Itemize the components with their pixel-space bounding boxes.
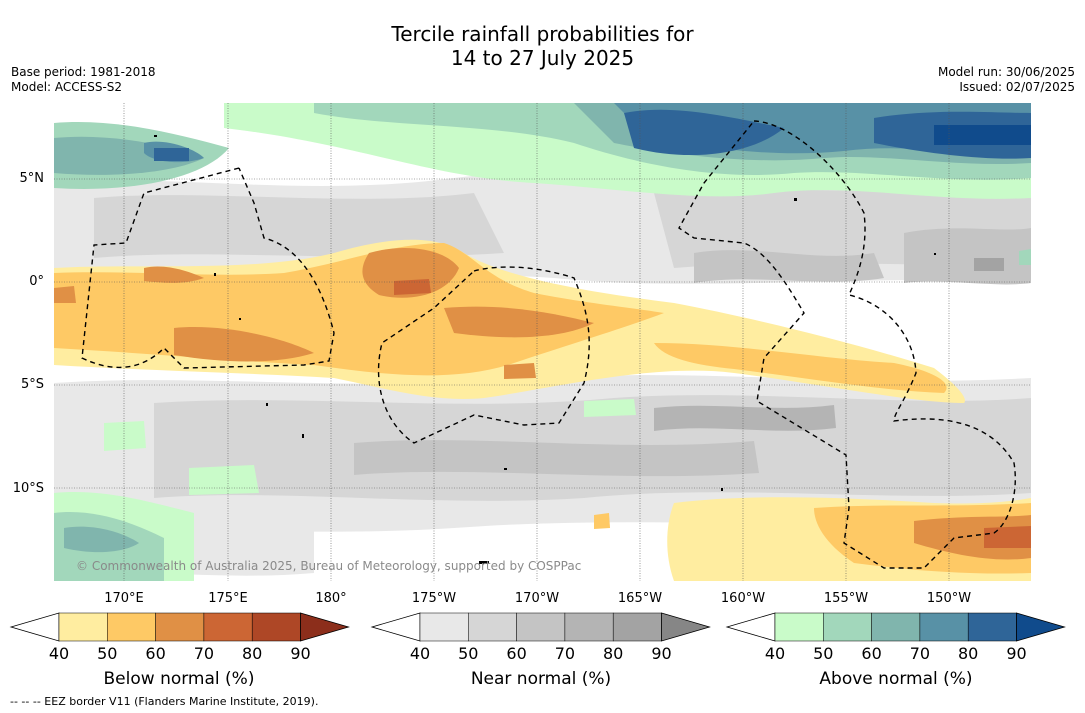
island-specks — [154, 135, 936, 564]
colorbar-segment — [919, 612, 969, 642]
lat-label-10s: 10°S — [12, 481, 44, 496]
map-canvas — [54, 103, 1031, 581]
colorbar-segment — [468, 612, 517, 642]
near-normal-field — [54, 173, 1031, 576]
colorbar-tick-label: 60 — [506, 644, 527, 663]
colorbar-tick-label: 90 — [290, 644, 311, 663]
lon-label-170w: 170°W — [514, 591, 560, 606]
colorbar-tick-label: 80 — [958, 644, 979, 663]
above-normal-field — [54, 103, 1031, 581]
colorbar-tick-label: 80 — [242, 644, 263, 663]
colorbar-below-title: Below normal (%) — [103, 669, 255, 689]
colorbar-below-normal — [9, 612, 350, 642]
colorbar-segment — [871, 612, 921, 642]
colorbar-tick-label: 70 — [554, 644, 576, 663]
lon-label-175e: 175°E — [208, 591, 248, 606]
copyright-notice: © Commonwealth of Australia 2025, Bureau… — [76, 559, 582, 573]
meta-left: Base period: 1981-2018 Model: ACCESS-S2 — [11, 65, 156, 95]
colorbar-extension-high — [300, 612, 350, 642]
lat-label-0: 0° — [29, 274, 44, 289]
lon-label-165w: 165°W — [617, 591, 663, 606]
colorbar-segment — [155, 612, 205, 642]
colorbar-extension-low — [725, 612, 776, 642]
colorbar-extension-high — [661, 612, 711, 642]
map-title-line2: 14 to 27 July 2025 — [450, 46, 635, 70]
lat-label-5s: 5°S — [20, 377, 44, 392]
colorbar-tick-label: 40 — [764, 644, 786, 663]
colorbar-tick-label: 50 — [813, 644, 834, 663]
colorbar-tick-label: 50 — [458, 644, 479, 663]
colorbar-extension-low — [370, 612, 421, 642]
model-run: Model run: 30/06/2025 — [937, 65, 1075, 79]
colorbar-near-title: Near normal (%) — [470, 669, 612, 689]
colorbar-segment — [612, 612, 662, 642]
colorbar-tick-label: 40 — [48, 644, 70, 663]
colorbar-extension-high — [1016, 612, 1066, 642]
model-name: Model: ACCESS-S2 — [11, 80, 123, 94]
colorbar-segment — [419, 612, 469, 642]
colorbars — [9, 612, 1066, 642]
lon-label-180: 180° — [315, 591, 347, 606]
colorbar-segment — [251, 612, 301, 642]
graticule — [54, 103, 1031, 581]
lon-label-160w: 160°W — [720, 591, 766, 606]
colorbar-above-title: Above normal (%) — [819, 669, 973, 689]
lon-label-175w: 175°W — [411, 591, 457, 606]
colorbar-tick-label: 90 — [651, 644, 672, 663]
issued-date: Issued: 02/07/2025 — [959, 80, 1075, 94]
map-title-line1: Tercile rainfall probabilities for — [391, 22, 694, 46]
colorbar-tick-label: 70 — [193, 644, 215, 663]
meta-right: Model run: 30/06/2025 Issued: 02/07/2025 — [938, 65, 1075, 95]
lon-label-150w: 150°W — [926, 591, 972, 606]
colorbar-segment — [564, 612, 614, 642]
colorbar-tick-label: 60 — [861, 644, 882, 663]
colorbar-tick-label: 50 — [97, 644, 118, 663]
lat-label-5n: 5°N — [19, 171, 45, 186]
eez-footnote: -- -- -- EEZ border V11 (Flanders Marine… — [10, 695, 319, 708]
colorbar-segment — [107, 612, 156, 642]
colorbar-segment — [516, 612, 566, 642]
eez-borders — [81, 120, 1016, 569]
colorbar-segment — [774, 612, 824, 642]
lon-label-155w: 155°W — [823, 591, 869, 606]
below-normal-field — [54, 239, 1031, 581]
colorbar-extension-low — [9, 612, 60, 642]
colorbar-tick-label: 60 — [145, 644, 166, 663]
colorbar-tick-label: 90 — [1006, 644, 1027, 663]
colorbar-segment — [58, 612, 108, 642]
colorbar-above-normal — [725, 612, 1066, 642]
colorbar-segment — [203, 612, 253, 642]
colorbar-segment — [967, 612, 1017, 642]
lon-label-170e: 170°E — [104, 591, 144, 606]
colorbar-segment — [823, 612, 872, 642]
base-period: Base period: 1981-2018 — [11, 65, 156, 79]
colorbar-tick-label: 70 — [909, 644, 931, 663]
colorbar-near-normal — [370, 612, 711, 642]
rainfall-map — [54, 103, 1031, 581]
colorbar-tick-label: 40 — [409, 644, 431, 663]
colorbar-tick-label: 80 — [603, 644, 624, 663]
